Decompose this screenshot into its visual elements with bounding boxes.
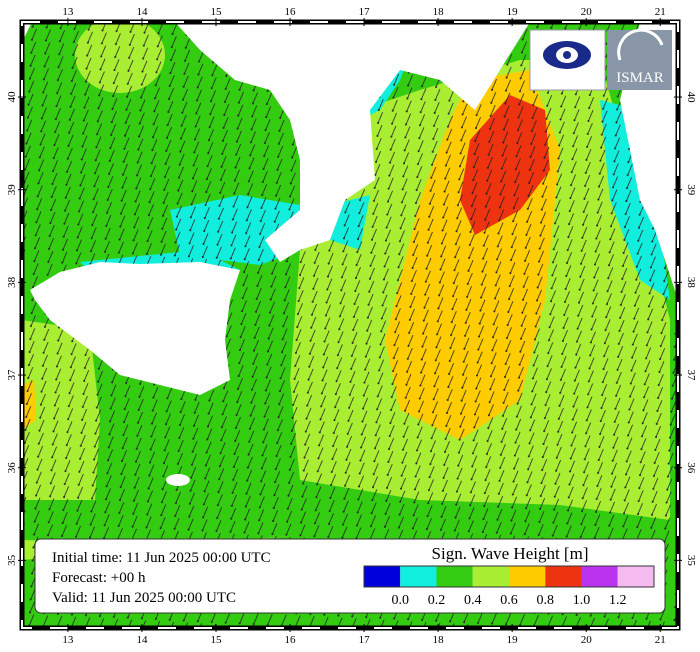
land-greece — [620, 22, 678, 300]
legend-label: 0.2 — [428, 593, 446, 608]
legend-swatch — [400, 566, 437, 587]
lon-label-bottom: 17 — [359, 634, 371, 646]
land-sicily — [30, 262, 240, 395]
initial-time: Initial time: 11 Jun 2025 00:00 UTC — [52, 550, 271, 566]
legend-swatch — [545, 566, 582, 587]
lat-label-left: 39 — [6, 184, 18, 196]
legend-title: Sign. Wave Height [m] — [432, 544, 589, 563]
legend-label: 1.0 — [573, 593, 591, 608]
lat-label-left: 38 — [6, 276, 18, 288]
map-area — [22, 22, 678, 628]
legend-label: 0.4 — [464, 593, 482, 608]
valid-time: Valid: 11 Jun 2025 00:00 UTC — [52, 590, 236, 606]
lon-label-bottom: 13 — [62, 634, 74, 646]
info-panel — [34, 538, 666, 614]
lat-label-right: 40 — [685, 92, 697, 104]
lon-label-bottom: 14 — [136, 634, 148, 646]
lon-label-top: 18 — [433, 6, 445, 18]
lat-label-left: 35 — [6, 554, 18, 566]
lat-label-right: 35 — [685, 555, 697, 567]
lon-label-top: 19 — [507, 6, 519, 18]
lon-label-top: 13 — [62, 6, 74, 18]
lon-label-bottom: 21 — [655, 634, 666, 646]
lon-label-bottom: 20 — [581, 634, 593, 646]
legend-swatch — [472, 566, 509, 587]
lon-label-top: 17 — [359, 6, 371, 18]
legend-swatch — [617, 566, 654, 587]
lon-label-bottom: 18 — [433, 634, 445, 646]
logos: ISMAR — [529, 28, 672, 91]
lon-label-top: 20 — [581, 6, 593, 18]
lon-label-top: 16 — [285, 6, 297, 18]
legend-swatch — [509, 566, 546, 587]
legend-swatch — [436, 566, 473, 587]
lat-label-left: 40 — [6, 91, 18, 103]
land-malta — [166, 474, 190, 486]
legend-label: 1.2 — [609, 593, 627, 608]
logo-left — [529, 29, 606, 91]
lon-label-top: 21 — [655, 6, 666, 18]
lon-label-bottom: 15 — [210, 634, 222, 646]
lat-label-right: 36 — [685, 462, 697, 474]
logo-text: ISMAR — [616, 70, 664, 86]
legend-swatch — [581, 566, 618, 587]
legend-label: 0.8 — [537, 593, 555, 608]
legend-label: 0.6 — [500, 593, 518, 608]
lon-label-top: 15 — [210, 6, 222, 18]
lon-label-top: 14 — [136, 6, 148, 18]
lon-label-bottom: 16 — [285, 634, 297, 646]
lon-label-bottom: 19 — [507, 634, 519, 646]
legend-swatch — [364, 566, 401, 587]
lat-label-left: 36 — [6, 462, 18, 474]
lat-label-right: 39 — [685, 184, 697, 196]
land-italy — [175, 22, 530, 262]
legend-label: 0.0 — [392, 593, 410, 608]
forecast: Forecast: +00 h — [52, 570, 146, 586]
lat-label-right: 37 — [685, 370, 697, 382]
logo-arc — [617, 28, 664, 61]
info-box: Initial time: 11 Jun 2025 00:00 UTC Fore… — [34, 538, 666, 614]
legend-bar-border — [363, 565, 655, 588]
lat-label-left: 37 — [6, 369, 18, 381]
lat-label-right: 38 — [685, 277, 697, 289]
frame-dash — [21, 21, 679, 629]
logo-pupil — [563, 51, 571, 59]
